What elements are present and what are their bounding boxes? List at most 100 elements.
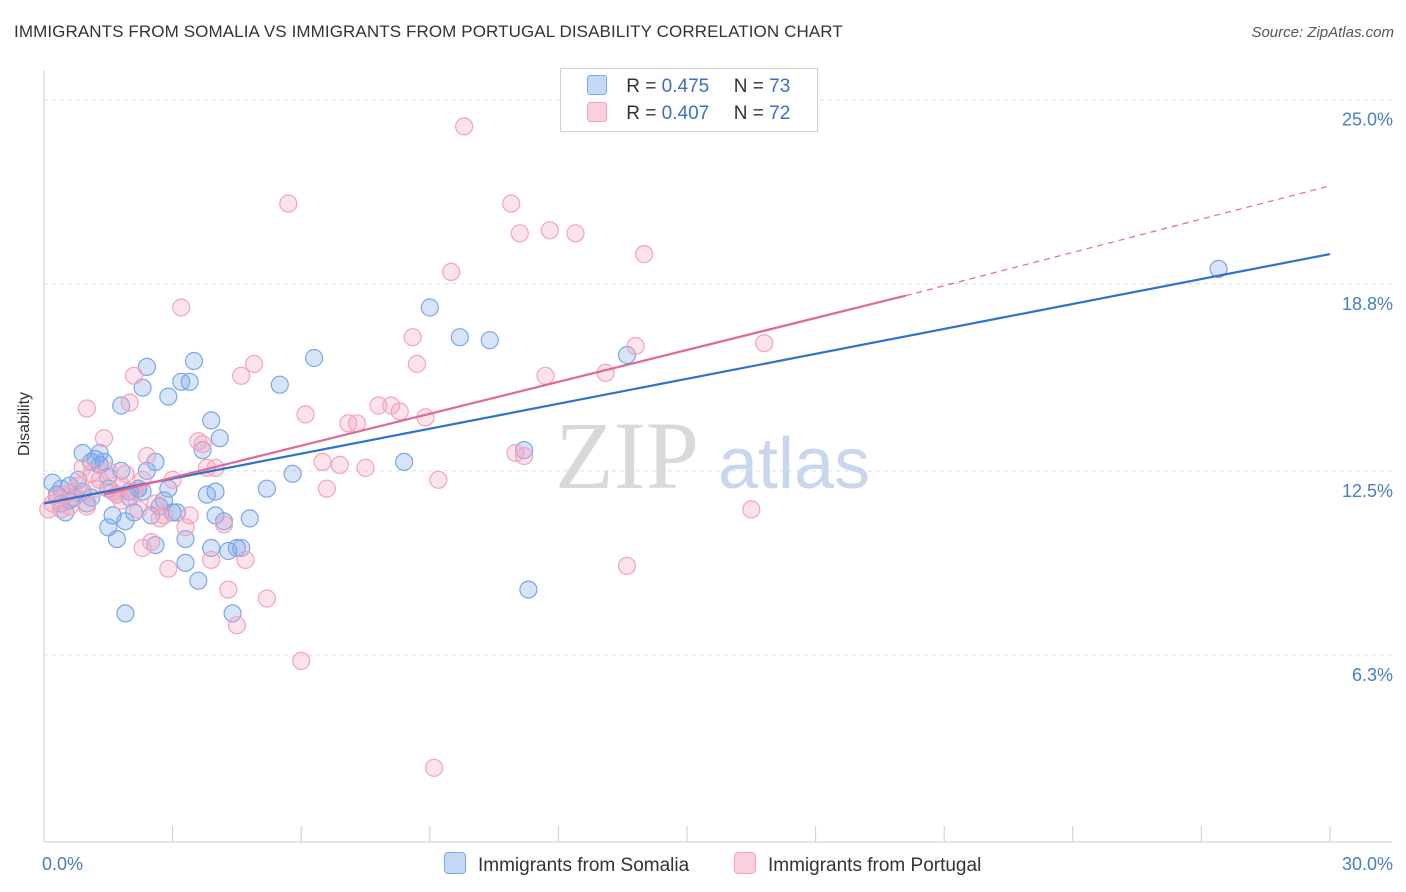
y-tick-label-2: 18.8% [1342,294,1393,314]
watermark-zip: ZIP [555,402,699,509]
point-somalia-54 [202,411,221,430]
point-portugal-47 [244,354,264,374]
portugal-n-label: N = [733,103,764,124]
point-portugal-66 [442,262,461,281]
point-somalia-57 [206,482,225,501]
point-portugal-73 [540,221,559,240]
point-portugal-24 [129,500,148,519]
point-portugal-38 [193,435,212,454]
point-portugal-49 [279,194,298,213]
point-portugal-48 [257,589,276,608]
point-portugal-62 [407,354,426,374]
point-somalia-74 [519,580,538,599]
point-portugal-9 [77,497,97,516]
legend-item-portugal: Immigrants from Portugal [734,852,981,877]
point-portugal-21 [120,393,139,412]
point-somalia-68 [305,348,324,368]
point-portugal-14 [94,429,114,448]
point-portugal-32 [159,559,178,578]
point-portugal-70 [510,224,529,243]
point-somalia-63 [232,538,251,558]
point-portugal-28 [142,532,161,552]
watermark: ZIP atlas [555,402,870,509]
point-portugal-75 [596,363,615,382]
point-somalia-26 [116,604,135,623]
y-tick-label-1: 12.5% [1342,481,1393,501]
somalia-n-label: N = [733,76,764,97]
legend-portugal-swatch [734,852,756,874]
point-portugal-46 [236,550,255,570]
portugal-r-value: 0.407 [661,103,710,124]
trend-line-portugal [103,294,906,496]
point-portugal-31 [154,506,174,525]
point-somalia-61 [223,604,242,623]
point-portugal-68 [502,194,521,213]
point-portugal-52 [313,452,332,471]
point-somalia-71 [450,328,469,347]
legend-portugal-label: Immigrants from Portugal [768,855,982,876]
legend-somalia-swatch [444,852,466,874]
point-somalia-22 [107,529,127,549]
point-portugal-58 [369,396,388,415]
point-portugal-27 [137,446,156,466]
portugal-n-value: 72 [769,103,791,124]
point-somalia-65 [257,479,276,498]
point-portugal-40 [202,550,221,570]
point-somalia-47 [176,553,195,573]
chart-title: IMMIGRANTS FROM SOMALIA VS IMMIGRANTS FR… [14,22,843,41]
y-axis-label: Disability [16,391,33,456]
point-somalia-64 [240,509,259,528]
point-portugal-78 [634,245,654,264]
point-portugal-50 [292,651,311,671]
point-portugal-77 [626,337,645,356]
point-portugal-54 [330,455,349,474]
point-somalia-52 [193,441,212,460]
point-portugal-10 [77,399,97,418]
point-somalia-35 [137,357,156,376]
watermark-atlas: atlas [718,424,870,504]
legend-somalia-label: Immigrants from Somalia [478,855,690,876]
axes [43,70,1392,843]
point-portugal-15 [99,461,118,480]
point-portugal-42 [214,515,234,534]
point-somalia-50 [184,351,204,371]
point-portugal-51 [296,405,315,424]
y-tick-label-3: 25.0% [1342,110,1393,130]
legend-item-somalia: Immigrants from Somalia [444,852,689,877]
point-somalia-58 [210,429,229,448]
trend-line-somalia [43,253,1331,505]
source-label: Source: ZipAtlas.com [1251,24,1394,41]
point-portugal-43 [219,580,238,599]
point-somalia-17 [94,452,114,471]
point-portugal-64 [425,758,444,777]
somalia-r-label: R = [626,76,657,97]
x-tick-label-1: 30.0% [1342,854,1393,874]
point-portugal-23 [124,366,144,385]
stats-legend: R = 0.475 N = 73 R = 0.407 N = 72 [560,68,818,132]
point-portugal-20 [116,464,135,483]
point-portugal-36 [180,506,199,525]
somalia-swatch [587,75,607,95]
point-somalia-66 [270,375,289,394]
gridlines [44,99,1392,656]
point-portugal-67 [455,117,474,136]
series-portugal-points [39,117,774,777]
point-portugal-74 [566,224,585,243]
point-portugal-35 [176,518,195,537]
point-portugal-71 [514,446,534,466]
point-somalia-70 [420,298,439,317]
point-portugal-61 [403,328,422,347]
point-portugal-7 [69,476,88,495]
point-portugal-76 [617,556,637,576]
point-portugal-53 [317,479,336,498]
point-somalia-51 [189,571,208,590]
point-somalia-67 [283,464,302,483]
point-portugal-65 [429,470,448,489]
point-somalia-76 [1209,259,1228,278]
point-portugal-72 [536,366,555,385]
point-portugal-60 [390,402,409,421]
point-somalia-72 [480,331,499,350]
point-portugal-34 [172,298,191,317]
portugal-r-label: R = [626,103,657,124]
